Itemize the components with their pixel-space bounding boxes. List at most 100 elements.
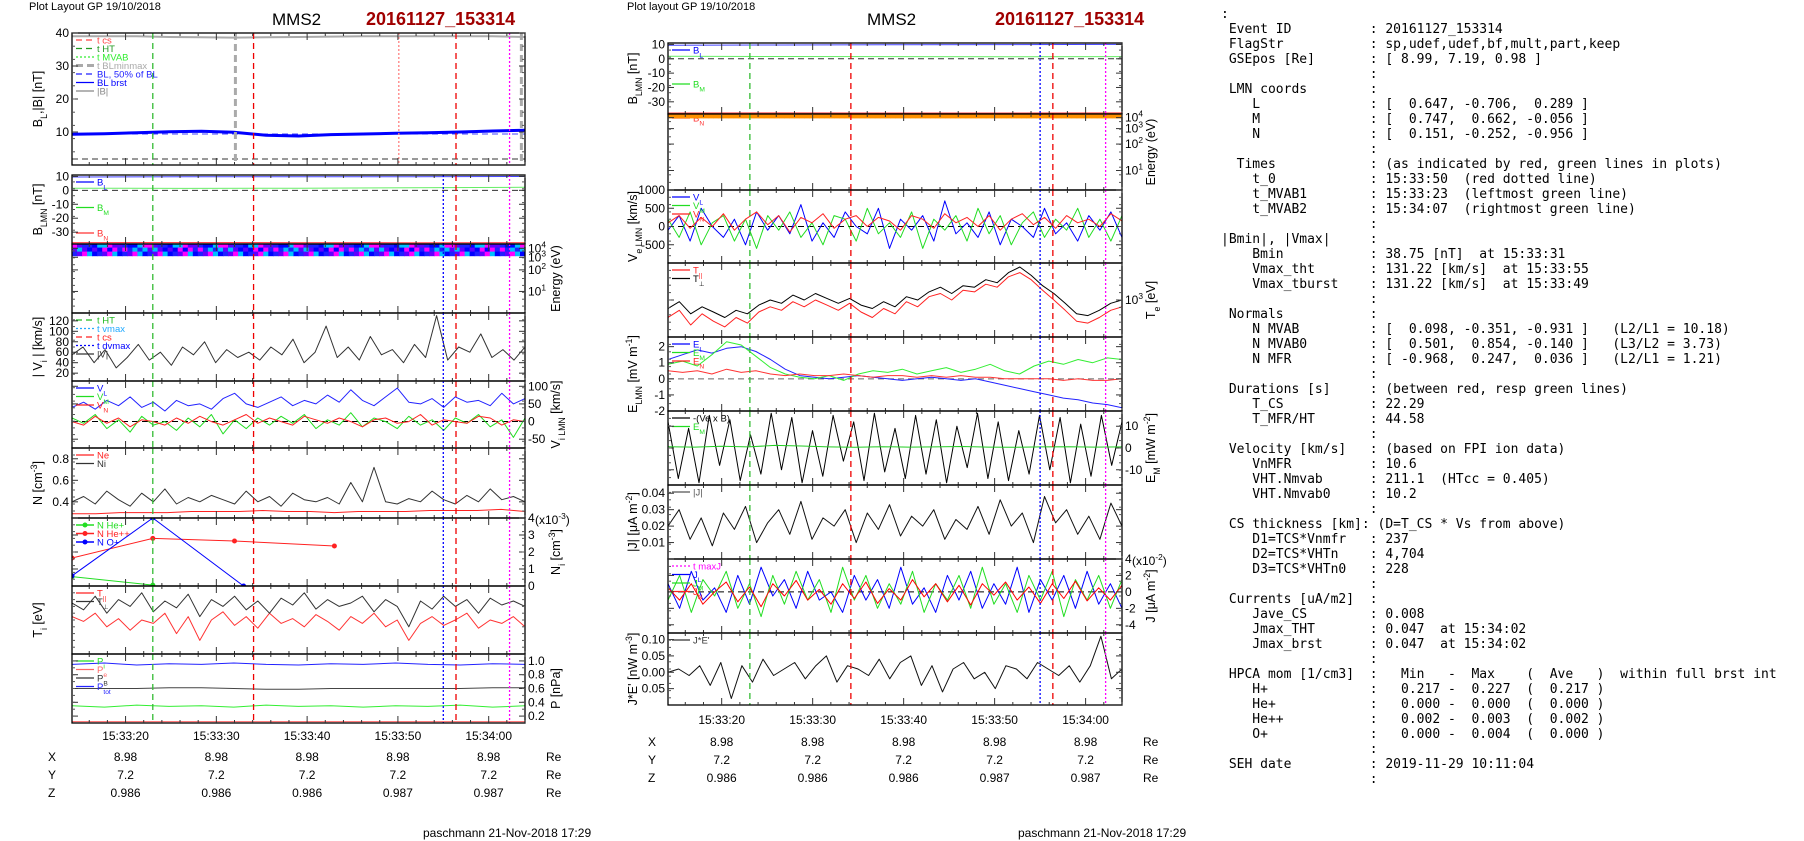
spectrogram-cell xyxy=(434,92,440,97)
spectrogram-cell xyxy=(429,76,435,81)
spectrogram-cell xyxy=(500,136,506,141)
spectrogram-cell xyxy=(314,148,320,153)
legend-label: BL​ xyxy=(97,178,107,192)
spectrogram-cell xyxy=(112,128,118,133)
spectrogram-cell xyxy=(319,168,325,173)
spectrogram-cell xyxy=(470,124,476,129)
spectrogram-cell xyxy=(424,159,430,164)
spectrogram-cell xyxy=(354,51,360,56)
spectrogram-cell xyxy=(510,3,516,8)
spectrogram-cell xyxy=(439,104,445,109)
spectrogram-cell xyxy=(414,96,420,101)
spectrogram-cell xyxy=(218,23,224,28)
spectrogram-cell xyxy=(112,120,118,125)
spectrogram-cell xyxy=(188,88,194,93)
spectrogram-cell xyxy=(82,7,88,12)
y-tick-label: -20 xyxy=(52,211,70,225)
spectrogram-cell xyxy=(178,63,184,68)
spectrogram-cell xyxy=(283,0,289,3)
spectrogram-cell xyxy=(314,3,320,8)
spectrogram-cell xyxy=(485,100,491,105)
spectrogram-cell xyxy=(465,168,471,173)
spectrogram-cell xyxy=(223,120,229,125)
spectrogram-cell xyxy=(339,7,345,12)
spectrogram-cell xyxy=(404,168,410,173)
spectrogram-cell xyxy=(329,80,335,85)
spectrogram-cell xyxy=(198,148,204,153)
spectrogram-cell xyxy=(82,136,88,141)
spectrogram-cell xyxy=(278,104,284,109)
spectrogram-cell xyxy=(117,3,123,8)
spectrogram-cell xyxy=(158,88,164,93)
spectrogram-cell xyxy=(495,19,501,24)
spectrogram-cell xyxy=(309,68,315,73)
spectrogram-cell xyxy=(424,148,430,153)
spectrogram-cell xyxy=(319,43,325,48)
spectrogram-cell xyxy=(288,19,294,24)
spectrogram-cell xyxy=(112,144,118,149)
spectrogram-cell xyxy=(188,11,194,16)
spectrogram-cell xyxy=(243,72,249,77)
spectrogram-cell xyxy=(450,55,456,60)
spectrogram-cell xyxy=(364,39,370,44)
spectrogram-cell xyxy=(324,148,330,153)
spectrogram-cell xyxy=(268,0,274,3)
spectrogram-cell xyxy=(344,144,350,149)
spectrogram-cell xyxy=(404,55,410,60)
spectrogram-cell xyxy=(354,80,360,85)
spectrogram-cell xyxy=(173,100,179,105)
spectrogram-cell xyxy=(288,144,294,149)
spectrogram-cell xyxy=(218,159,224,164)
spectrogram-cell xyxy=(102,19,108,24)
left-plot-title: MMS2 xyxy=(272,10,322,29)
spectrogram-cell xyxy=(480,108,486,113)
spectrogram-cell xyxy=(414,59,420,64)
spectrogram-cell xyxy=(158,80,164,85)
series-line xyxy=(72,176,525,178)
spectrogram-cell xyxy=(445,43,451,48)
spectrogram-cell xyxy=(334,159,340,164)
spectrogram-cell xyxy=(127,0,133,3)
spectrogram-cell xyxy=(404,116,410,121)
spectrogram-cell xyxy=(369,100,375,105)
spectrogram-cell xyxy=(369,80,375,85)
spectrogram-cell xyxy=(465,39,471,44)
spectrogram-cell xyxy=(72,19,78,24)
spectrogram-cell xyxy=(299,15,305,20)
y-axis-label: BLMN​ [nT] xyxy=(31,184,49,236)
spectrogram-cell xyxy=(439,76,445,81)
legend-label: t cs xyxy=(97,36,112,47)
spectrogram-cell xyxy=(218,27,224,32)
spectrogram-cell xyxy=(178,116,184,121)
spectrogram-cell xyxy=(294,120,300,125)
spectrogram-cell xyxy=(208,92,214,97)
spectrogram-cell xyxy=(168,80,174,85)
spectrogram-cell xyxy=(329,136,335,141)
spectrogram-cell xyxy=(273,163,279,168)
spectrogram-cell xyxy=(445,112,451,117)
spectrogram-cell xyxy=(213,168,219,173)
spectrogram-cell xyxy=(510,104,516,109)
spectrogram-cell xyxy=(228,47,234,52)
spectrogram-cell xyxy=(87,15,93,20)
spectrogram-cell xyxy=(127,88,133,93)
spectrogram-cell xyxy=(455,96,461,101)
spectrogram-cell xyxy=(278,88,284,93)
spectrogram-cell xyxy=(218,47,224,52)
spectrogram-cell xyxy=(455,23,461,28)
spectrogram-cell xyxy=(278,112,284,117)
spectrogram-cell xyxy=(218,120,224,125)
spectrogram-cell xyxy=(344,19,350,24)
spectrogram-cell xyxy=(374,80,380,85)
spectrogram-cell xyxy=(158,148,164,153)
spectrogram-cell xyxy=(434,47,440,52)
y-tick-label: 0 xyxy=(62,183,69,197)
spectrogram-cell xyxy=(439,72,445,77)
spectrogram-cell xyxy=(158,63,164,68)
spectrogram-cell xyxy=(394,27,400,32)
spectrogram-cell xyxy=(102,11,108,16)
spectrogram-cell xyxy=(364,144,370,149)
spectrogram-cell xyxy=(72,27,78,32)
spectrogram-cell xyxy=(208,19,214,24)
spectrogram-cell xyxy=(344,116,350,121)
